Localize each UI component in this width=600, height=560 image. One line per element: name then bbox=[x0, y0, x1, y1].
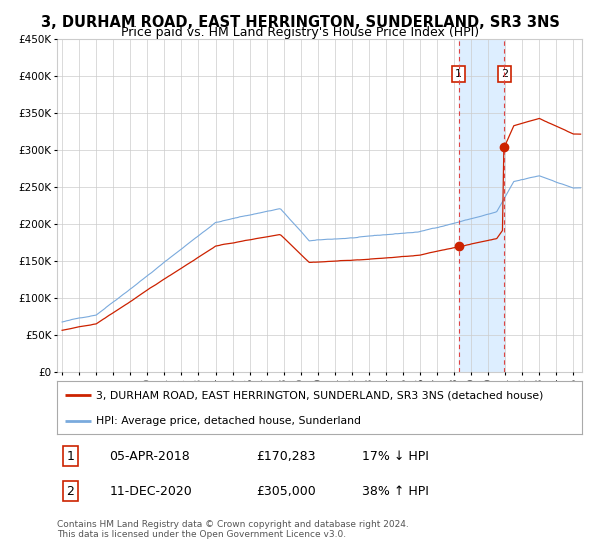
Text: 2: 2 bbox=[501, 69, 508, 79]
Text: 3, DURHAM ROAD, EAST HERRINGTON, SUNDERLAND, SR3 3NS (detached house): 3, DURHAM ROAD, EAST HERRINGTON, SUNDERL… bbox=[97, 390, 544, 400]
Text: 05-APR-2018: 05-APR-2018 bbox=[110, 450, 190, 463]
Text: 1: 1 bbox=[455, 69, 462, 79]
Text: 38% ↑ HPI: 38% ↑ HPI bbox=[361, 485, 428, 498]
Text: £305,000: £305,000 bbox=[257, 485, 316, 498]
Text: £170,283: £170,283 bbox=[257, 450, 316, 463]
Text: HPI: Average price, detached house, Sunderland: HPI: Average price, detached house, Sund… bbox=[97, 416, 361, 426]
Text: 11-DEC-2020: 11-DEC-2020 bbox=[110, 485, 192, 498]
Bar bbox=[459, 39, 504, 372]
Text: 2: 2 bbox=[66, 485, 74, 498]
Text: Contains HM Land Registry data © Crown copyright and database right 2024.
This d: Contains HM Land Registry data © Crown c… bbox=[57, 520, 409, 539]
Text: Price paid vs. HM Land Registry's House Price Index (HPI): Price paid vs. HM Land Registry's House … bbox=[121, 26, 479, 39]
Text: 1: 1 bbox=[66, 450, 74, 463]
Text: 17% ↓ HPI: 17% ↓ HPI bbox=[361, 450, 428, 463]
Text: 3, DURHAM ROAD, EAST HERRINGTON, SUNDERLAND, SR3 3NS: 3, DURHAM ROAD, EAST HERRINGTON, SUNDERL… bbox=[41, 15, 559, 30]
